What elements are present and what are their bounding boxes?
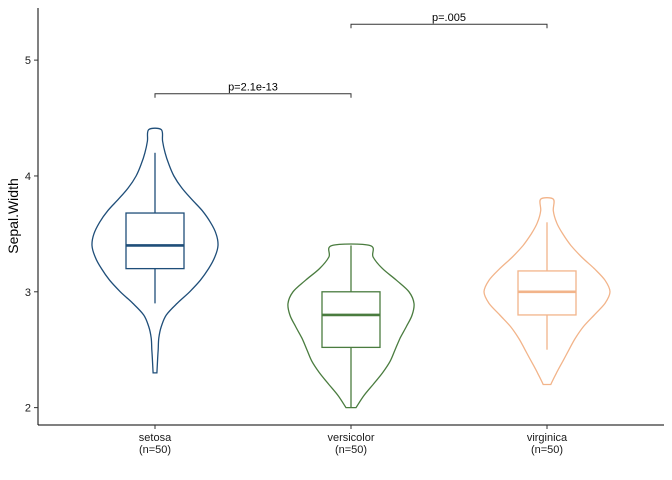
y-tick-label: 4 — [25, 171, 31, 183]
violin-group-setosa — [91, 127, 219, 374]
bracket-line — [154, 93, 352, 98]
box-versicolor — [321, 291, 381, 349]
x-tick-count-label: (n=50) — [531, 444, 563, 456]
bracket-line — [350, 23, 548, 29]
x-tick-count-label: (n=50) — [139, 444, 171, 456]
x-tick-label: virginica — [527, 432, 568, 444]
p-value-label: p=.005 — [432, 12, 466, 24]
y-tick-label: 3 — [25, 287, 31, 299]
y-tick-label: 5 — [25, 55, 31, 67]
significance-bracket: p=.005 — [350, 12, 548, 29]
y-axis-title: Sepal.Width — [5, 178, 21, 253]
violin-setosa — [91, 127, 219, 374]
plot-area: p=2.1e-13 p=.005 — [91, 12, 611, 409]
p-value-label: p=2.1e-13 — [228, 82, 278, 94]
x-tick-count-label: (n=50) — [335, 444, 367, 456]
x-axis-categories: setosa(n=50)versicolor(n=50)virginica(n=… — [139, 425, 568, 456]
x-tick-label: setosa — [139, 432, 172, 444]
significance-bracket: p=2.1e-13 — [154, 82, 352, 98]
y-axis-ticks: 2 3 4 5 — [25, 55, 38, 415]
violin-group-versicolor — [287, 243, 415, 409]
box-setosa — [125, 212, 185, 270]
violin-versicolor — [287, 243, 415, 409]
violin-group-virginica — [483, 197, 611, 386]
y-tick-label: 2 — [25, 403, 31, 415]
x-tick-label: versicolor — [327, 432, 374, 444]
violin-virginica — [483, 197, 611, 386]
